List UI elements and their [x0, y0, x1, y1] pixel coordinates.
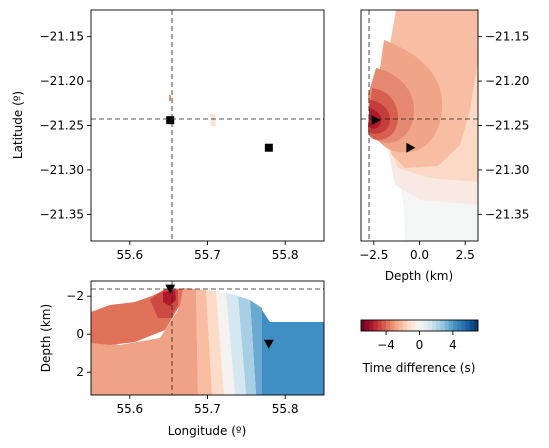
station-triangle-marker: [263, 339, 274, 349]
station-triangle-marker: [406, 142, 416, 153]
station-triangle-marker: [371, 115, 381, 126]
lon-depth-ytick-label: −2: [66, 289, 84, 303]
colorbar-segment: [419, 320, 424, 331]
map-xtick-label: 55.8: [272, 248, 299, 262]
colorbar-segment: [440, 320, 445, 331]
colorbar-segment: [423, 320, 429, 331]
colorbar-segment: [473, 320, 479, 331]
colorbar-segment: [365, 320, 370, 331]
map-panel: 55.6 55.7 55.8 −21.15 −21.20 −21.25 −21.30 −21.…: [11, 9, 325, 262]
map-ytick-label: −21.20: [40, 74, 84, 88]
lat-depth-xtick-label: −2.5: [359, 248, 388, 262]
lat-depth-xtick-label: 2.5: [456, 248, 475, 262]
map-xtick-label: 55.6: [116, 248, 143, 262]
colorbar-label: Time difference (s): [362, 361, 476, 375]
section-blue-light: [238, 296, 256, 395]
colorbar-segment: [457, 320, 462, 331]
lon-depth-ylabel: Depth (km): [39, 304, 53, 372]
lat-depth-ytick-label: −21.35: [485, 207, 529, 221]
colorbar-tick-label: −4: [377, 338, 395, 352]
colorbar-segment: [411, 320, 416, 331]
lon-depth-ytick-label: 2: [76, 365, 84, 379]
map-ylabel: Latitude (º): [11, 91, 25, 159]
map-pale-speck: [210, 114, 216, 126]
map-xtick-label: 55.7: [194, 248, 221, 262]
map-ytick-label: −21.15: [40, 30, 84, 44]
colorbar-segment: [406, 320, 412, 331]
colorbar: −4 0 4 Time difference (s): [360, 319, 479, 375]
colorbar-segment: [444, 320, 450, 331]
section-salmon-mid: [91, 288, 198, 395]
colorbar-segment: [398, 320, 404, 331]
colorbar-segment: [386, 320, 391, 331]
map-frame: [90, 9, 325, 242]
section-blue-mid: [250, 300, 262, 395]
section-salmon-light: [196, 289, 212, 395]
colorbar-segment: [448, 320, 454, 331]
colorbar-segment: [436, 320, 441, 331]
map-plot-area: [166, 95, 273, 152]
station-triangle-marker: [165, 284, 176, 294]
lat-depth-ytick-label: −21.20: [485, 74, 529, 88]
lat-depth-panel: −2.5 0.0 2.5 −21.15 −21.20 −21.25 −21.30 −21.35…: [359, 9, 529, 283]
colorbar-segment: [373, 320, 379, 331]
lat-depth-ytick-label: −21.30: [485, 163, 529, 177]
section-red-deep: [163, 290, 176, 306]
colorbar-segment: [432, 320, 437, 331]
lon-depth-plot-area: [91, 284, 324, 395]
colorbar-segment: [402, 320, 408, 331]
lon-depth-xtick-label: 55.6: [116, 402, 143, 416]
map-ytick-label: −21.30: [40, 163, 84, 177]
colorbar-segment: [427, 320, 433, 331]
colorbar-segment: [377, 320, 383, 331]
lon-depth-xtick-label: 55.8: [272, 402, 299, 416]
colorbar-segment: [394, 320, 399, 331]
lat-depth-xtick-label: 0.0: [410, 248, 429, 262]
colorbar-segment: [469, 320, 475, 331]
section-blue-dark: [262, 310, 324, 395]
map-ytick-label: −21.35: [40, 207, 84, 221]
lat-depth-plot-area: [368, 10, 478, 241]
section-white: [216, 291, 235, 395]
lon-depth-xtick-label: 55.7: [194, 402, 221, 416]
section-blue-pale: [226, 293, 246, 395]
lon-depth-panel: 55.6 55.7 55.8 −2 0 2 Longitude (º) Depth (km…: [39, 280, 325, 438]
colorbar-segment: [381, 320, 387, 331]
colorbar-segment: [390, 320, 395, 331]
colorbar-segment: [452, 320, 458, 331]
map-red-speck: [169, 95, 171, 101]
lon-depth-xlabel: Longitude (º): [168, 424, 247, 438]
colorbar-segment: [415, 320, 420, 331]
lat-depth-xlabel: Depth (km): [385, 269, 453, 283]
colorbar-segment: [361, 320, 366, 331]
lat-depth-ytick-label: −21.25: [485, 119, 529, 133]
colorbar-tick-label: 4: [449, 338, 457, 352]
colorbar-segment: [369, 320, 374, 331]
lon-depth-ytick-label: 0: [76, 327, 84, 341]
station-square-marker: [264, 143, 273, 152]
map-ytick-label: −21.25: [40, 119, 84, 133]
colorbar-segment: [465, 320, 470, 331]
colorbar-segment: [461, 320, 466, 331]
colorbar-tick-label: 0: [416, 338, 424, 352]
lat-depth-ytick-label: −21.15: [485, 30, 529, 44]
station-square-marker: [166, 116, 175, 125]
